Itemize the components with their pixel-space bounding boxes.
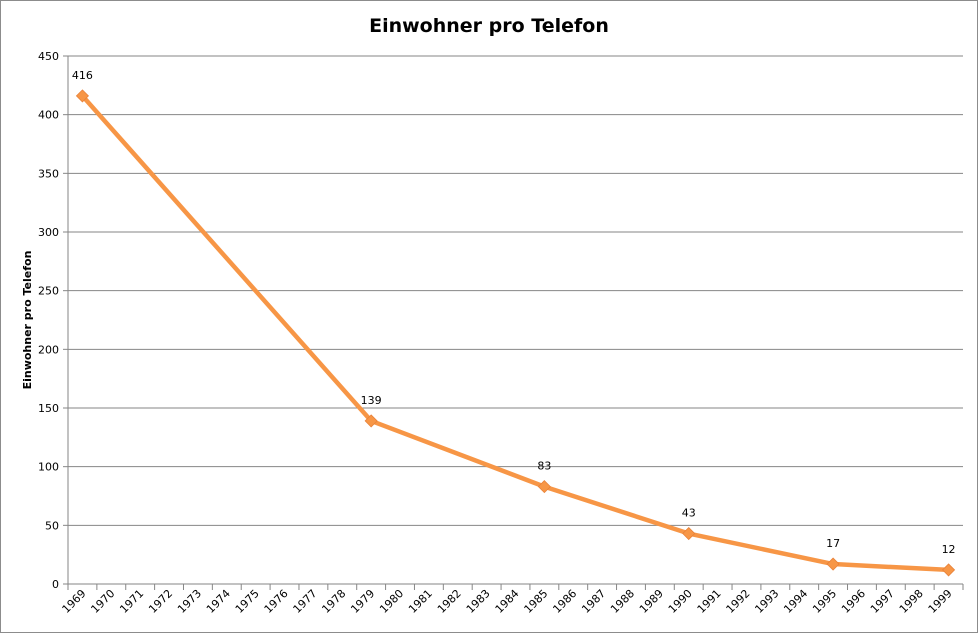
x-tick-label-1970: 1970 xyxy=(88,587,117,616)
x-tick-labels: 1969 1970 1971 1972 1973 1974 1975 1976 1977 1978… xyxy=(60,587,955,616)
y-tick-label-200: 200 xyxy=(38,343,59,356)
x-tick-label-1978: 1978 xyxy=(319,587,348,616)
y-tick-label-0: 0 xyxy=(52,578,59,591)
x-tick-label-1972: 1972 xyxy=(146,587,175,616)
x-tick-label-1985: 1985 xyxy=(522,587,551,616)
series-group xyxy=(75,89,956,577)
data-point-1985 xyxy=(537,480,551,494)
x-tick-label-1993: 1993 xyxy=(752,587,781,616)
x-tick-label-1997: 1997 xyxy=(868,587,897,616)
x-tick-label-1986: 1986 xyxy=(550,587,579,616)
y-tick-label-100: 100 xyxy=(38,461,59,474)
data-label-1990: 43 xyxy=(682,507,696,520)
x-tick-label-1977: 1977 xyxy=(291,587,320,616)
x-tick-label-1989: 1989 xyxy=(637,587,666,616)
x-tick-label-1979: 1979 xyxy=(348,587,377,616)
x-tick-label-1975: 1975 xyxy=(233,587,262,616)
x-tick-label-1994: 1994 xyxy=(781,587,810,616)
data-point-1990 xyxy=(682,526,696,541)
y-tick-label-350: 350 xyxy=(38,167,59,180)
y-tick-label-400: 400 xyxy=(38,109,59,122)
x-tick-label-1996: 1996 xyxy=(839,587,868,616)
x-tick-label-1988: 1988 xyxy=(608,587,637,616)
x-tick-label-1991: 1991 xyxy=(695,587,724,616)
y-axis-label: Einwohner pro Telefon xyxy=(21,251,34,390)
x-tick-label-1990: 1990 xyxy=(666,587,695,616)
y-tick-label-50: 50 xyxy=(45,519,59,532)
x-tick-label-1974: 1974 xyxy=(204,587,233,616)
x-tick-label-1976: 1976 xyxy=(262,587,291,616)
data-point-1999 xyxy=(941,563,956,577)
y-tick-label-300: 300 xyxy=(38,226,59,239)
data-point-1979 xyxy=(364,414,378,428)
chart-title: Einwohner pro Telefon xyxy=(369,15,609,37)
x-tick-label-1999: 1999 xyxy=(926,587,955,616)
x-tick-label-1987: 1987 xyxy=(579,587,608,616)
data-label-1969: 416 xyxy=(72,69,93,82)
y-tick-label-250: 250 xyxy=(38,285,59,298)
data-point-1995 xyxy=(826,557,840,571)
x-tick-label-1983: 1983 xyxy=(464,587,493,616)
x-tick-label-1971: 1971 xyxy=(117,587,146,616)
data-label-1999: 12 xyxy=(942,543,956,556)
axes xyxy=(63,55,964,590)
x-tick-label-1984: 1984 xyxy=(493,587,522,616)
x-tick-label-1982: 1982 xyxy=(435,587,464,616)
gridlines xyxy=(68,55,963,526)
x-tick-label-1973: 1973 xyxy=(175,587,204,616)
data-label-1995: 17 xyxy=(826,537,840,550)
x-tick-label-1980: 1980 xyxy=(377,587,406,616)
data-labels: 416 139 83 43 17 12 xyxy=(72,69,956,556)
x-tick-label-1981: 1981 xyxy=(406,587,435,616)
y-tick-label-150: 150 xyxy=(38,402,59,415)
y-tick-labels: 0 50 100 150 200 250 300 350 400 450 xyxy=(38,50,59,591)
data-label-1979: 139 xyxy=(361,394,382,407)
x-tick-label-1998: 1998 xyxy=(897,587,926,616)
series-line xyxy=(80,93,951,573)
data-point-1969 xyxy=(75,89,90,103)
data-label-1985: 83 xyxy=(537,460,551,473)
y-tick-label-450: 450 xyxy=(38,50,59,63)
x-tick-label-1969: 1969 xyxy=(60,587,89,616)
x-tick-label-1995: 1995 xyxy=(810,587,839,616)
x-tick-label-1992: 1992 xyxy=(724,587,753,616)
